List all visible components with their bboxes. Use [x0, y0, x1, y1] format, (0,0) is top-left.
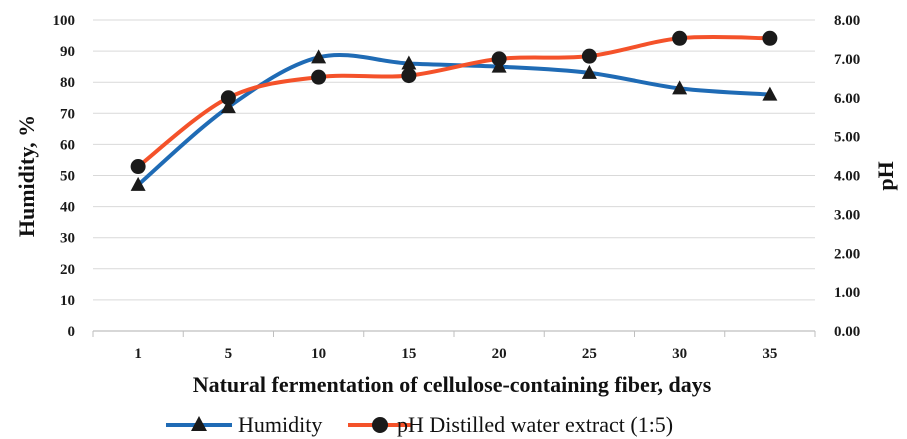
y-axis-left-label: Humidity, % [14, 115, 39, 237]
legend-humidity-triangle-icon [191, 416, 207, 431]
y-right-tick-label: 2.00 [834, 246, 860, 262]
ph-point [762, 30, 778, 46]
x-tick-label: 15 [401, 346, 416, 362]
legend-ph-label: pH Distilled water extract (1:5) [397, 412, 673, 437]
y-left-tick-label: 100 [53, 13, 76, 29]
series-markers [130, 30, 778, 191]
y-right-tick-label: 0.00 [834, 324, 860, 340]
y-right-tick-label: 6.00 [834, 91, 860, 107]
y-right-tick-label: 5.00 [834, 130, 860, 146]
axes [92, 330, 816, 337]
ph-point [130, 159, 146, 175]
series-line-humidity [136, 53, 772, 187]
ph-point [672, 30, 688, 46]
y-left-tick-label: 70 [60, 106, 75, 122]
y-left-tick-label: 60 [60, 137, 75, 153]
humidity-point [581, 64, 597, 79]
humidity-point [220, 99, 236, 114]
humidity-point [672, 80, 688, 95]
legend-ph-circle-icon [372, 417, 388, 433]
ph-point [401, 68, 417, 84]
x-axis-label: Natural fermentation of cellulose-contai… [193, 372, 712, 397]
y-left-tick-label: 50 [60, 169, 75, 185]
gridlines [93, 19, 815, 301]
y-right-tick-label: 7.00 [834, 52, 860, 68]
x-tick-label: 30 [672, 346, 687, 362]
y-axis-right-label: pH [873, 161, 898, 190]
x-tick-label: 35 [762, 346, 777, 362]
y-right-tick-label: 4.00 [834, 169, 860, 185]
x-tick-label: 5 [225, 346, 233, 362]
humidity-point [130, 176, 146, 191]
x-tick-label: 20 [492, 346, 507, 362]
ph-point [491, 51, 507, 67]
y-left-tick-label: 30 [60, 231, 75, 247]
y-left-tick-label: 90 [60, 44, 75, 60]
y-right-tick-label: 3.00 [834, 207, 860, 223]
y-right-tick-label: 1.00 [834, 285, 860, 301]
x-tick-label: 25 [582, 346, 597, 362]
x-tick-label: 1 [134, 346, 142, 362]
humidity-point [311, 49, 327, 64]
left-axis-ticks: 0 10 20 30 40 50 60 70 80 90 100 [53, 13, 76, 340]
y-left-tick-label: 20 [60, 262, 75, 278]
right-axis-ticks: 0.00 1.00 2.00 3.00 4.00 5.00 6.00 7.00 8.00 [834, 13, 860, 340]
ph-point [311, 69, 327, 85]
y-left-tick-label: 0 [68, 324, 76, 340]
legend: Humidity pH Distilled water extract (1:5… [166, 412, 673, 437]
y-left-tick-label: 80 [60, 75, 75, 91]
y-left-tick-label: 10 [60, 293, 75, 309]
humidity-point [762, 86, 778, 101]
ph-point [220, 90, 236, 106]
x-axis-ticks: 1 5 10 15 20 25 30 35 [134, 346, 777, 362]
humidity-point [401, 55, 417, 70]
ph-point [581, 48, 597, 64]
y-left-tick-label: 40 [60, 200, 75, 216]
x-tick-label: 10 [311, 346, 326, 362]
legend-humidity-label: Humidity [238, 412, 322, 437]
y-right-tick-label: 8.00 [834, 13, 860, 29]
